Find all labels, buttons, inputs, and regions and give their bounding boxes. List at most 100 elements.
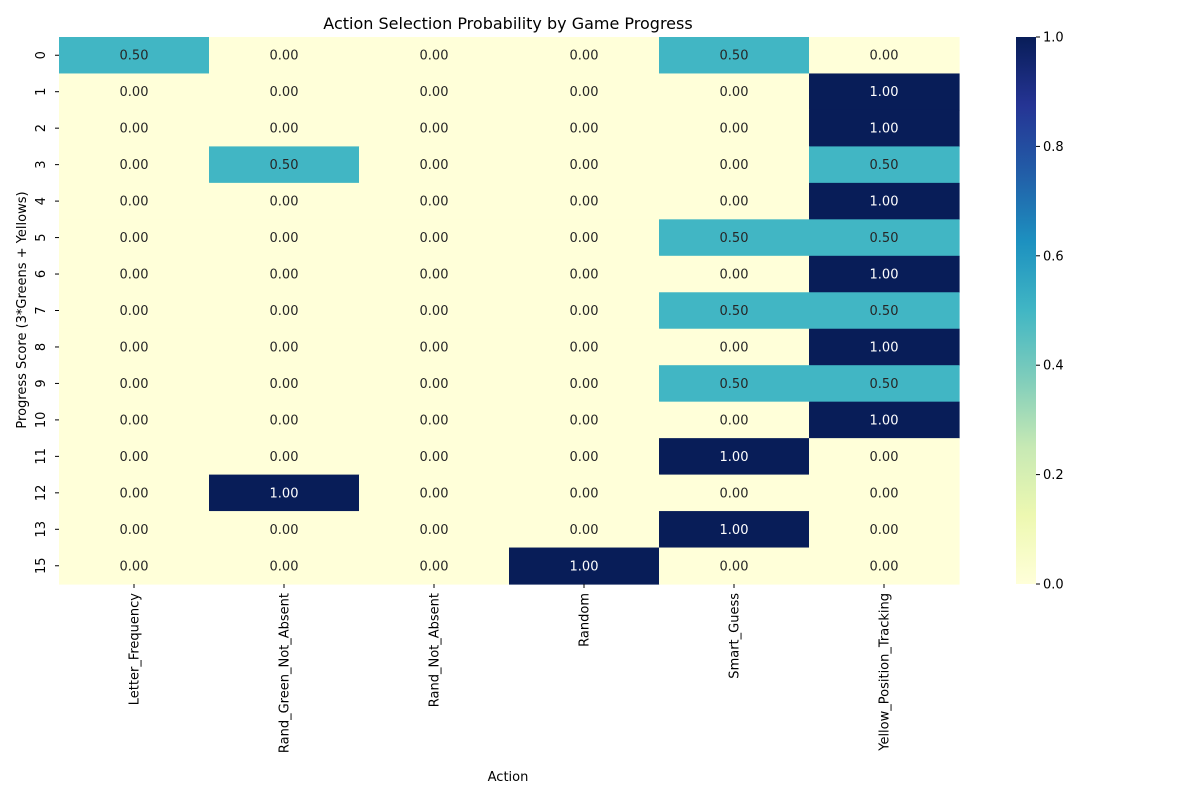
- heatmap-cell: [59, 365, 210, 403]
- cell-value-label: 1.00: [570, 559, 599, 574]
- cell-value-label: 0.50: [870, 377, 899, 392]
- cell-value-label: 1.00: [870, 268, 899, 283]
- cell-value-label: 0.00: [420, 268, 449, 283]
- cell-value-label: 0.00: [270, 195, 299, 210]
- cell-value-label: 0.50: [870, 304, 899, 319]
- heatmap-cell: [809, 73, 960, 111]
- cell-value-label: 0.00: [270, 559, 299, 574]
- cell-value-label: 0.00: [420, 340, 449, 355]
- heatmap-cell: [59, 219, 210, 257]
- heatmap-cell: [809, 365, 960, 403]
- colorbar: [1016, 37, 1036, 584]
- cell-value-label: 0.00: [420, 49, 449, 64]
- cell-value-label: 0.00: [870, 450, 899, 465]
- heatmap-cell: [209, 547, 360, 585]
- x-tick-label: Rand_Green_Not_Absent: [278, 593, 293, 753]
- heatmap-cell: [359, 438, 510, 476]
- heatmap-cell: [359, 365, 510, 403]
- heatmap-cell: [59, 401, 210, 439]
- cell-value-label: 0.00: [420, 413, 449, 428]
- heatmap-cell: [59, 37, 210, 75]
- heatmap-cell: [659, 146, 810, 184]
- heatmap-cell: [359, 37, 510, 75]
- heatmap-cell: [509, 73, 660, 111]
- y-tick-label: 5: [34, 233, 49, 241]
- cell-value-label: 0.00: [720, 158, 749, 173]
- heatmap-cell: [359, 292, 510, 330]
- cell-value-label: 0.00: [570, 268, 599, 283]
- heatmap-cell: [509, 109, 660, 147]
- heatmap-cell: [509, 365, 660, 403]
- cell-value-label: 0.00: [720, 413, 749, 428]
- heatmap-cell: [659, 255, 810, 293]
- heatmap-cell: [59, 182, 210, 220]
- heatmap-cell: [659, 365, 810, 403]
- cell-value-label: 0.00: [720, 195, 749, 210]
- colorbar-tick-label: 0.8: [1043, 140, 1064, 155]
- heatmap-cell: [209, 474, 360, 512]
- cell-value-label: 0.50: [720, 49, 749, 64]
- y-tick-label: 2: [34, 124, 49, 132]
- colorbar-tick-label: 0.2: [1043, 468, 1064, 483]
- heatmap-cell: [209, 328, 360, 366]
- cell-value-label: 0.00: [120, 268, 149, 283]
- cell-value-label: 0.00: [870, 559, 899, 574]
- heatmap-cell: [659, 219, 810, 257]
- heatmap-cell: [809, 511, 960, 549]
- cell-value-label: 0.00: [120, 340, 149, 355]
- heatmap-cell: [659, 292, 810, 330]
- heatmap-cell: [509, 146, 660, 184]
- cell-value-label: 0.50: [870, 158, 899, 173]
- heatmap-cell: [809, 182, 960, 220]
- y-tick-label: 9: [34, 379, 49, 387]
- cell-value-label: 1.00: [870, 340, 899, 355]
- heatmap-cell: [209, 511, 360, 549]
- y-tick-label: 8: [34, 343, 49, 351]
- heatmap-cell: [209, 37, 360, 75]
- heatmap-cell: [59, 109, 210, 147]
- colorbar-tick-label: 0.4: [1043, 359, 1064, 374]
- cell-value-label: 0.00: [870, 523, 899, 538]
- y-tick-label: 11: [34, 448, 49, 465]
- cell-value-label: 0.00: [120, 158, 149, 173]
- cell-value-label: 0.00: [720, 85, 749, 100]
- cell-value-label: 0.00: [270, 268, 299, 283]
- x-tick-label: Letter_Frequency: [128, 593, 143, 706]
- cell-value-label: 0.00: [270, 85, 299, 100]
- heatmap-cell: [209, 109, 360, 147]
- heatmap-cell: [359, 511, 510, 549]
- cell-value-label: 1.00: [870, 195, 899, 210]
- heatmap-cell: [659, 511, 810, 549]
- heatmap-cell: [809, 219, 960, 257]
- colorbar-tick-label: 1.0: [1043, 31, 1064, 46]
- heatmap-cell: [509, 474, 660, 512]
- cell-value-label: 1.00: [870, 122, 899, 137]
- cell-value-label: 1.00: [720, 450, 749, 465]
- heatmap-cell: [509, 328, 660, 366]
- y-tick-label: 15: [34, 557, 49, 574]
- heatmap-cell: [59, 547, 210, 585]
- cell-value-label: 1.00: [870, 85, 899, 100]
- heatmap-cell: [809, 109, 960, 147]
- heatmap-cell: [809, 401, 960, 439]
- heatmap-cell: [509, 292, 660, 330]
- heatmap-cell: [59, 438, 210, 476]
- cell-value-label: 0.00: [120, 195, 149, 210]
- heatmap-cells: 0.50 0.00 0.00 0.00 0.50 0.00 0.00 0.00 0.00 0.00…: [59, 37, 960, 585]
- heatmap-cell: [209, 401, 360, 439]
- heatmap-cell: [509, 219, 660, 257]
- heatmap-cell: [359, 474, 510, 512]
- heatmap-cell: [59, 292, 210, 330]
- cell-value-label: 0.50: [720, 231, 749, 246]
- heatmap-cell: [659, 73, 810, 111]
- cell-value-label: 0.00: [270, 450, 299, 465]
- heatmap-cell: [659, 547, 810, 585]
- cell-value-label: 0.00: [120, 304, 149, 319]
- heatmap-cell: [209, 292, 360, 330]
- cell-value-label: 0.50: [720, 377, 749, 392]
- heatmap-cell: [59, 511, 210, 549]
- y-tick-label: 4: [34, 197, 49, 205]
- heatmap-cell: [809, 328, 960, 366]
- heatmap-cell: [659, 109, 810, 147]
